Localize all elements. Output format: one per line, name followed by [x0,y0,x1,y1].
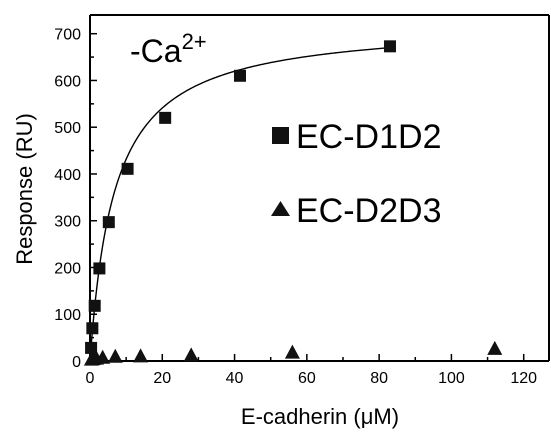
legend-label-ec-d1d2: EC-D1D2 [296,118,441,156]
y-tick-label: 0 [72,354,81,371]
legend: EC-D1D2 EC-D2D3 [271,118,441,230]
x-ticks: 0 20 40 60 80 100 120 [86,354,537,387]
y-tick-label: 400 [54,167,81,184]
data-point-ec-d1d2 [93,262,106,275]
data-point-ec-d1d2 [85,341,98,354]
data-point-ec-d1d2 [383,40,396,53]
x-tick-label: 0 [86,370,95,387]
legend-marker-square [272,127,289,144]
data-point-ec-d1d2 [233,69,246,82]
x-axis-title: E-cadherin (μM) [241,404,399,429]
x-tick-label: 100 [438,370,465,387]
y-tick-label: 100 [54,307,81,324]
data-point-ec-d1d2 [88,299,101,312]
data-point-ec-d2d3 [95,349,111,364]
x-tick-label: 80 [370,370,388,387]
data-point-ec-d1d2 [86,322,99,335]
annotation-ca: -Ca2+ [130,29,207,69]
x-tick-label: 120 [510,370,537,387]
data-point-ec-d2d3 [133,348,149,363]
fit-curve [89,46,391,362]
data-point-ec-d2d3 [487,340,503,355]
x-tick-label: 40 [226,370,244,387]
y-tick-label: 200 [54,260,81,277]
y-tick-label: 600 [54,73,81,90]
y-axis-title: Response (RU) [12,113,37,265]
data-point-ec-d2d3 [284,344,300,359]
y-tick-label: 500 [54,120,81,137]
data-point-ec-d2d3 [107,348,123,363]
y-tick-label: 700 [54,27,81,44]
y-tick-label: 300 [54,214,81,231]
legend-label-ec-d2d3: EC-D2D3 [296,192,441,230]
x-tick-label: 60 [298,370,316,387]
data-point-ec-d1d2 [102,216,115,229]
data-point-ec-d1d2 [159,111,172,124]
data-marks [83,40,503,366]
y-ticks: 0 100 200 300 400 500 600 700 [54,27,97,371]
legend-marker-triangle [271,201,290,216]
data-point-ec-d1d2 [121,162,134,175]
data-point-ec-d2d3 [183,347,199,362]
x-tick-label: 20 [153,370,171,387]
